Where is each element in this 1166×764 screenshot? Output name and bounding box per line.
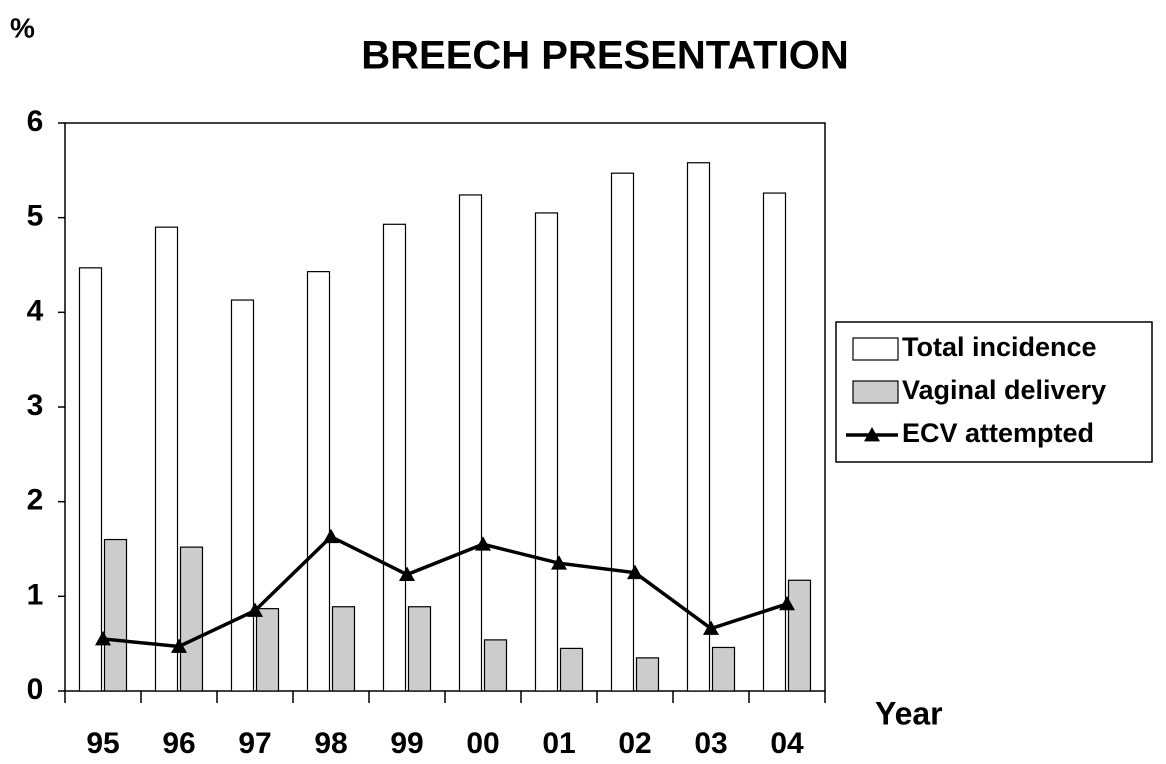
legend-swatch	[852, 380, 899, 404]
marker	[323, 528, 339, 544]
bar	[686, 162, 711, 692]
y-axis-label: %	[10, 12, 35, 43]
bar	[559, 647, 584, 692]
marker	[95, 630, 111, 646]
bar	[407, 606, 432, 692]
line	[102, 534, 788, 649]
legend-label: Total incidence	[902, 332, 1097, 362]
x-tick-label: 99	[390, 727, 423, 760]
bar	[230, 299, 255, 692]
y-tick-label: 0	[27, 673, 44, 706]
x-tick-label: 96	[162, 727, 195, 760]
bar	[306, 271, 331, 692]
x-tick-label: 97	[238, 727, 271, 760]
marker	[627, 564, 643, 580]
bar	[179, 546, 204, 692]
x-axis-label: Year	[875, 695, 943, 731]
y-tick-label: 1	[27, 578, 44, 611]
y-tick-label: 6	[27, 105, 44, 138]
legend-label: ECV attempted	[902, 418, 1094, 448]
x-tick-label: 02	[618, 727, 651, 760]
legend-label: Vaginal delivery	[902, 375, 1106, 405]
marker	[551, 555, 567, 570]
bar	[382, 223, 407, 692]
legend-swatch	[852, 337, 899, 361]
y-tick-label: 5	[27, 200, 44, 233]
x-tick-label: 03	[694, 727, 727, 760]
bar	[255, 608, 280, 692]
x-tick-label: 01	[542, 727, 575, 760]
marker	[247, 602, 263, 617]
y-tick-label: 2	[27, 484, 44, 517]
bar	[787, 579, 812, 692]
marker	[703, 620, 719, 635]
bar	[610, 172, 635, 692]
marker	[399, 566, 415, 581]
bar	[534, 212, 559, 692]
x-tick-label: 95	[86, 727, 119, 760]
y-tick-label: 3	[27, 389, 44, 422]
bar	[635, 657, 660, 692]
bar	[78, 267, 103, 692]
chart-title: BREECH PRESENTATION	[361, 34, 848, 78]
marker	[779, 595, 795, 611]
marker	[171, 638, 187, 653]
x-tick-label: 00	[466, 727, 499, 760]
plot-area	[64, 122, 826, 692]
x-tick-label: 04	[770, 727, 804, 760]
bar	[103, 538, 128, 692]
bar	[483, 639, 508, 692]
legend-marker	[864, 427, 880, 442]
bar	[711, 646, 736, 692]
bar	[331, 606, 356, 692]
bar	[458, 194, 483, 692]
marker	[475, 536, 491, 551]
y-tick-label: 4	[27, 294, 44, 327]
x-tick-label: 98	[314, 727, 347, 760]
bar	[154, 226, 179, 692]
bar	[762, 192, 787, 692]
